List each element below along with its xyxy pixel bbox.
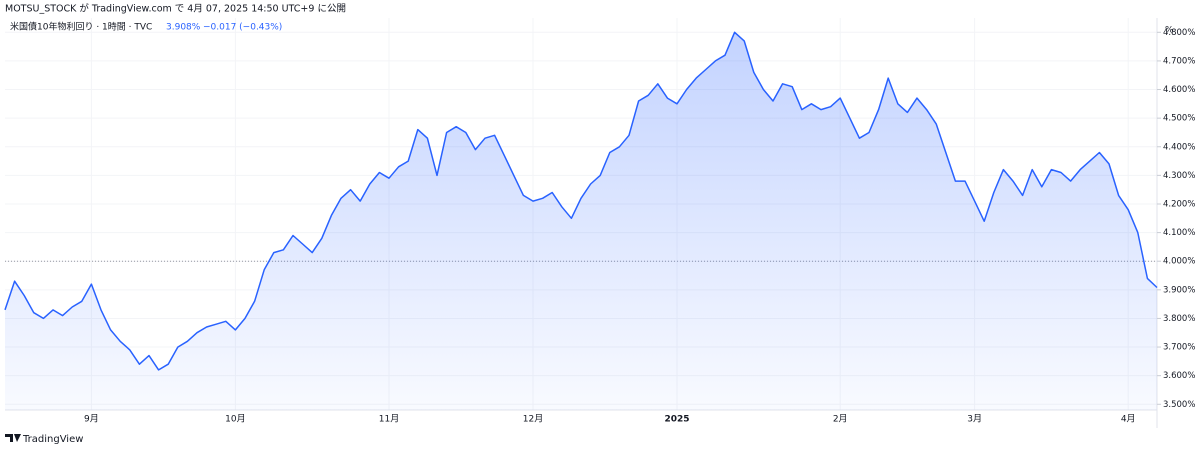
legend-change: −0.017 (−0.43%) — [203, 23, 282, 33]
x-tick-label: 10月 — [225, 414, 245, 425]
x-tick-label: 3月 — [967, 414, 982, 425]
x-tick-label: 9月 — [84, 414, 99, 425]
legend-last: 3.908% — [166, 23, 201, 33]
logo: TradingView — [5, 434, 83, 445]
y-tick-label: 3.800% — [1163, 314, 1195, 324]
y-tick-label: 4.200% — [1163, 199, 1195, 209]
x-tick-label: 2月 — [833, 414, 848, 425]
y-tick-label: 4.100% — [1163, 228, 1195, 238]
area-fill — [5, 32, 1157, 411]
y-tick-label: 4.000% — [1163, 257, 1195, 267]
header: MOTSU_STOCK が TradingView.com で 4月 07, 2… — [5, 3, 346, 15]
x-tick-label: 2025 — [664, 415, 689, 425]
y-tick-label: 4.800% — [1163, 28, 1195, 38]
y-tick-label: 4.400% — [1163, 142, 1195, 152]
y-tick-label: 4.600% — [1163, 85, 1195, 95]
x-tick-label: 4月 — [1121, 414, 1136, 425]
y-tick-label: 4.500% — [1163, 114, 1195, 124]
x-tick-label: 11月 — [379, 414, 399, 425]
y-tick-label: 4.700% — [1163, 56, 1195, 66]
y-tick-label: 3.600% — [1163, 371, 1195, 381]
x-tick-label: 12月 — [523, 414, 543, 425]
legend-symbol: 米国債10年物利回り · 1時間 · TVC — [10, 21, 152, 33]
line — [4, 31, 1158, 371]
y-tick-label: 3.500% — [1163, 400, 1195, 410]
footer: TradingView — [22, 434, 83, 445]
y-tick-label: 3.700% — [1163, 343, 1195, 353]
y-tick-label: 4.300% — [1163, 171, 1195, 181]
y-tick-label: 3.900% — [1163, 285, 1195, 295]
logo-icon — [5, 434, 21, 442]
axis-unit: % — [1165, 26, 1174, 36]
